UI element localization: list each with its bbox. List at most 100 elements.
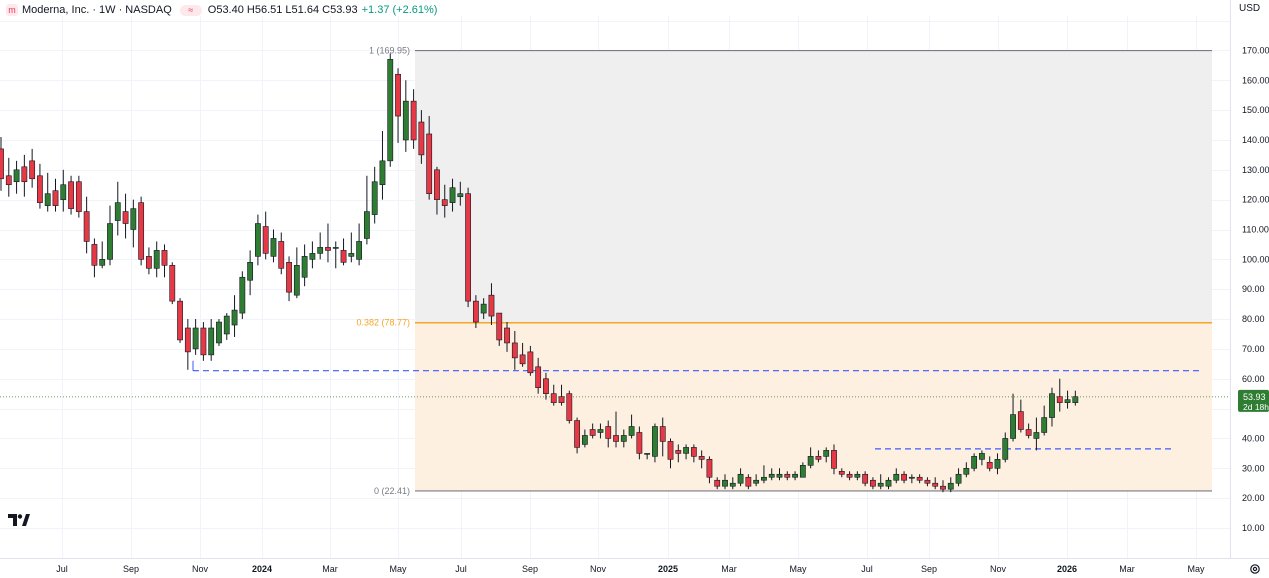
candle-body [1025,429,1032,436]
candle-body [107,223,113,260]
candle-body [1017,411,1024,430]
time-tick-label: Sep [123,564,139,574]
time-tick-label: May [1187,564,1205,574]
candle-body [1056,396,1063,403]
candle-body [309,253,316,260]
currency-label[interactable]: USD [1239,3,1261,14]
candle-body [1072,396,1079,403]
price-tick-label: 40.00 [1242,433,1265,443]
candle-body [1002,438,1009,460]
candle-body [75,181,82,212]
candle-body [870,479,876,487]
price-tick-label: 80.00 [1242,314,1265,324]
candle-body [698,456,705,460]
candle-body [395,73,401,117]
candle-body [659,426,666,442]
candle-body [776,473,783,478]
price-tick-label: 100.00 [1242,254,1269,264]
candle-body [737,473,744,484]
price-change: +1.37 (+2.61%) [361,4,438,16]
candle-body [21,166,28,183]
price-tick-label: 140.00 [1242,135,1269,145]
candle-body [908,476,915,479]
candle-body [901,473,907,481]
time-axis[interactable]: Jul Sep Nov 2024 Mar May Jul Sep Nov 2025 Mar May Ju… [0,558,1269,575]
fib-band-upper [415,50,1212,323]
candle-body [332,247,339,249]
time-tick-label: Mar [721,564,737,574]
candle-body [885,479,892,487]
candle-body [940,485,946,490]
compare-wave-icon[interactable]: ≈ [179,4,202,16]
candle-body [706,459,713,478]
candle-body [947,482,954,490]
candle-body [683,447,689,454]
time-tick-label: Sep [921,564,937,574]
candle-body [955,473,962,484]
symbol-title[interactable]: Moderna, Inc. · 1W · NASDAQ [22,4,172,16]
candle-body [823,450,830,457]
time-tick-label: Nov [590,564,607,574]
price-tick-label: 30.00 [1242,463,1265,473]
candle-body [986,462,993,469]
price-axis[interactable]: 10.0020.0030.0040.0050.0060.0070.0080.00… [1230,0,1269,558]
candle-body [356,241,363,260]
candle-body [535,366,542,389]
price-tick-label: 170.00 [1242,45,1269,55]
candle-body [52,190,59,206]
price-tick-label: 70.00 [1242,344,1265,354]
candle-body [675,450,682,454]
candle-body [480,303,487,314]
candle-body [846,473,853,478]
time-tick-label: Jul [56,564,68,574]
candle-body [379,160,386,186]
candle-body [605,426,612,439]
candle-body [99,259,106,266]
candle-body [893,473,900,481]
candle-body [854,473,861,478]
gear-icon[interactable] [1249,563,1261,575]
candle-body [184,327,191,353]
candle-body [831,450,837,469]
candle-body [472,300,479,323]
price-tick-label: 90.00 [1242,284,1265,294]
candle-body [714,479,721,487]
candle-body [761,476,767,481]
candle-body [488,294,495,317]
candle-body [426,133,433,194]
candle-body [768,473,775,478]
candle-body [613,435,619,442]
candle-body [340,250,347,263]
candle-body [644,453,651,455]
candle-body [5,175,12,186]
time-tick-label: Jul [861,564,873,574]
candle-body [667,441,674,460]
time-tick-label: Mar [1119,564,1135,574]
candle-body [122,211,129,224]
candle-body [146,256,152,269]
candle-body [371,181,378,215]
candle-body [1041,417,1048,433]
candle-body [68,181,74,209]
candle-body [91,244,98,266]
candle-body [247,262,254,281]
candle-body [527,351,534,374]
candle-body [239,276,246,314]
candle-body [317,247,324,254]
tradingview-logo-icon[interactable] [8,514,30,526]
price-tick-label: 20.00 [1242,493,1265,503]
time-tick-label: 2026 [1057,564,1077,574]
candle-body [1049,393,1055,418]
candle-body [792,473,798,478]
candle-body [325,247,331,251]
candle-body [278,241,285,269]
candle-body [301,256,308,278]
fib-level-label: 0 (22.41) [374,486,410,496]
candle-body [1033,432,1040,439]
price-tick-label: 10.00 [1242,523,1265,533]
price-tick-label: 130.00 [1242,165,1269,175]
candle-body [496,312,503,341]
candle-body [550,393,557,403]
